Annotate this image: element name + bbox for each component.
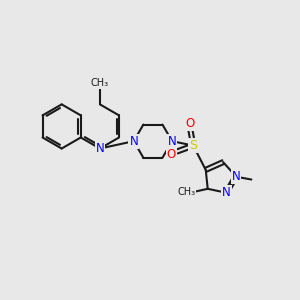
Text: O: O [186, 117, 195, 130]
Text: N: N [95, 142, 104, 155]
Text: N: N [232, 170, 240, 183]
Text: S: S [189, 139, 197, 152]
Text: N: N [129, 135, 138, 148]
Text: CH₃: CH₃ [91, 78, 109, 88]
Text: O: O [167, 148, 176, 161]
Text: CH₃: CH₃ [177, 187, 195, 197]
Text: N: N [222, 186, 231, 199]
Text: N: N [168, 135, 176, 148]
